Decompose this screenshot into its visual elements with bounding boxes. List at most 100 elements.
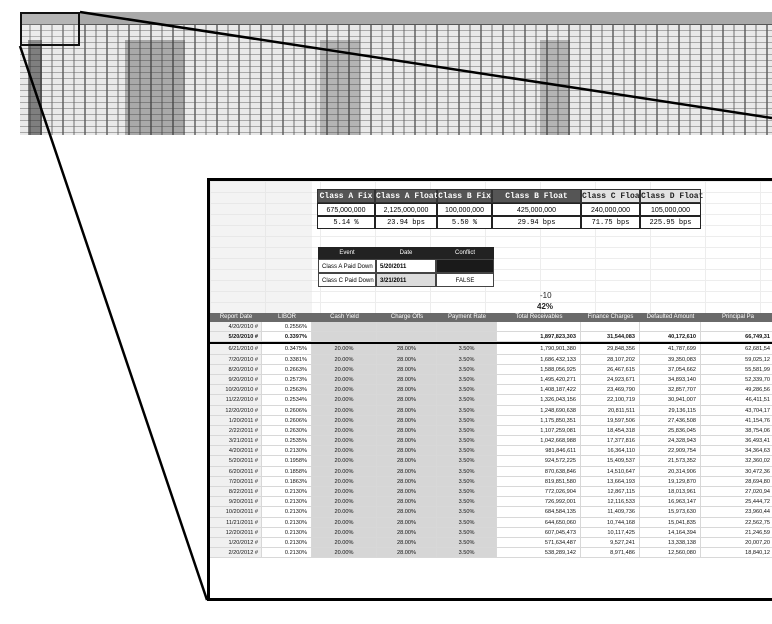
table-cell[interactable]: 0.1858% bbox=[262, 466, 312, 477]
table-cell[interactable]: 30,941,007 bbox=[640, 395, 701, 406]
table-cell[interactable]: 22,100,719 bbox=[581, 395, 640, 406]
table-cell[interactable]: 28.00% bbox=[377, 548, 437, 559]
table-cell[interactable]: 8,971,486 bbox=[581, 548, 640, 559]
table-cell[interactable]: 2/22/2011 # bbox=[210, 425, 262, 437]
table-cell[interactable]: 1,897,823,303 bbox=[497, 332, 581, 343]
table-cell[interactable]: 36,493,41 bbox=[701, 436, 772, 447]
table-cell[interactable]: 41,787,699 bbox=[640, 344, 701, 355]
table-cell[interactable]: 6/21/2010 # bbox=[210, 344, 262, 355]
table-cell[interactable]: 3.50% bbox=[437, 385, 497, 396]
table-cell[interactable]: 27,436,508 bbox=[640, 415, 701, 426]
table-cell[interactable]: 28.00% bbox=[377, 354, 437, 365]
table-cell[interactable] bbox=[437, 332, 497, 343]
table-cell[interactable]: 3.50% bbox=[437, 487, 497, 498]
table-cell[interactable]: 15,041,835 bbox=[640, 517, 701, 528]
table-cell[interactable]: 1,248,690,638 bbox=[497, 405, 581, 416]
table-cell[interactable]: 3.50% bbox=[437, 425, 497, 437]
table-cell[interactable]: 5/20/2010 # bbox=[210, 332, 262, 343]
table-cell[interactable]: 24,328,943 bbox=[640, 436, 701, 447]
table-cell[interactable]: 9/20/2011 # bbox=[210, 497, 262, 508]
table-cell[interactable]: 62,681,54 bbox=[701, 344, 772, 355]
table-cell[interactable]: 3.50% bbox=[437, 364, 497, 375]
table-cell[interactable]: 20.00% bbox=[312, 517, 377, 528]
table-cell[interactable]: 24,923,671 bbox=[581, 374, 640, 386]
table-cell[interactable]: 14,164,394 bbox=[640, 527, 701, 538]
table-cell[interactable]: 11/22/2010 # bbox=[210, 395, 262, 406]
table-cell[interactable]: 18,454,318 bbox=[581, 425, 640, 437]
table-cell[interactable]: 28.00% bbox=[377, 476, 437, 487]
table-cell[interactable]: 12/20/2010 # bbox=[210, 405, 262, 416]
table-cell[interactable]: 16,963,147 bbox=[640, 497, 701, 508]
table-cell[interactable] bbox=[640, 322, 701, 333]
table-cell[interactable]: 28,107,202 bbox=[581, 354, 640, 365]
table-cell[interactable]: 20.00% bbox=[312, 446, 377, 457]
table-cell[interactable]: 34,364,63 bbox=[701, 446, 772, 457]
table-cell[interactable]: 59,025,12 bbox=[701, 355, 772, 365]
table-cell[interactable]: 28.00% bbox=[377, 395, 437, 406]
table-cell[interactable]: 28.00% bbox=[377, 405, 437, 416]
table-cell[interactable]: 40,172,610 bbox=[640, 332, 701, 343]
table-cell[interactable]: 3.50% bbox=[437, 497, 497, 508]
table-cell[interactable]: 0.2534% bbox=[262, 395, 312, 406]
table-cell[interactable]: 46,411,51 bbox=[701, 395, 772, 406]
table-cell[interactable]: 20.00% bbox=[312, 354, 377, 365]
table-cell[interactable]: 39,350,083 bbox=[640, 354, 701, 365]
table-cell[interactable]: 41,154,76 bbox=[701, 416, 772, 426]
table-cell[interactable]: 34,893,140 bbox=[640, 374, 701, 386]
table-cell[interactable]: 4/20/2010 # bbox=[210, 322, 262, 333]
table-cell[interactable]: 28.00% bbox=[377, 527, 437, 538]
table-cell[interactable]: 0.2630% bbox=[262, 425, 312, 437]
table-cell[interactable]: 20.00% bbox=[312, 537, 377, 549]
table-cell[interactable]: 9,527,241 bbox=[581, 537, 640, 549]
table-cell[interactable]: 0.3381% bbox=[262, 354, 312, 365]
table-cell[interactable] bbox=[312, 332, 377, 343]
table-cell[interactable] bbox=[377, 332, 437, 343]
table-cell[interactable]: 607,045,473 bbox=[497, 527, 581, 538]
table-cell[interactable]: 18,013,961 bbox=[640, 487, 701, 498]
table-cell[interactable]: 32,360,02 bbox=[701, 456, 772, 467]
table-cell[interactable]: 16,364,110 bbox=[581, 446, 640, 457]
table-cell[interactable]: 25,444,72 bbox=[701, 497, 772, 508]
table-cell[interactable]: 20.00% bbox=[312, 425, 377, 437]
table-cell[interactable]: 10/20/2010 # bbox=[210, 385, 262, 396]
table-cell[interactable]: 0.2663% bbox=[262, 364, 312, 375]
table-cell[interactable]: 28.00% bbox=[377, 364, 437, 375]
table-cell[interactable]: 30,472,36 bbox=[701, 467, 772, 477]
table-cell[interactable]: 28.00% bbox=[377, 507, 437, 518]
table-cell[interactable]: 0.3397% bbox=[262, 332, 312, 343]
table-cell[interactable]: 15,409,537 bbox=[581, 456, 640, 467]
table-cell[interactable]: 20.00% bbox=[312, 456, 377, 467]
table-cell[interactable]: 10/20/2011 # bbox=[210, 507, 262, 518]
table-cell[interactable]: 0.2563% bbox=[262, 385, 312, 396]
table-cell[interactable] bbox=[497, 322, 581, 333]
table-cell[interactable]: 28.00% bbox=[377, 344, 437, 355]
table-cell[interactable]: 0.2130% bbox=[262, 548, 312, 559]
table-cell[interactable]: 12,867,115 bbox=[581, 487, 640, 498]
table-cell[interactable]: 20,314,906 bbox=[640, 466, 701, 477]
table-cell[interactable]: 3.50% bbox=[437, 466, 497, 477]
table-cell[interactable]: 3.50% bbox=[437, 456, 497, 467]
table-cell[interactable]: 28.00% bbox=[377, 497, 437, 508]
table-cell[interactable]: 20.00% bbox=[312, 497, 377, 508]
table-cell[interactable]: 3.50% bbox=[437, 446, 497, 457]
table-cell[interactable] bbox=[437, 322, 497, 333]
table-cell[interactable]: 772,026,904 bbox=[497, 487, 581, 498]
table-cell[interactable]: 538,289,142 bbox=[497, 548, 581, 559]
table-cell[interactable]: 28.00% bbox=[377, 385, 437, 396]
table-cell[interactable]: 20.00% bbox=[312, 415, 377, 426]
table-cell[interactable]: 18,840,12 bbox=[701, 548, 772, 559]
table-cell[interactable]: 26,467,615 bbox=[581, 364, 640, 375]
table-cell[interactable]: 66,749,31 bbox=[701, 332, 772, 343]
table-cell[interactable]: 1/20/2011 # bbox=[210, 415, 262, 426]
table-cell[interactable]: 1,495,420,271 bbox=[497, 374, 581, 386]
table-cell[interactable]: 13,338,138 bbox=[640, 537, 701, 549]
table-cell[interactable]: 0.2606% bbox=[262, 405, 312, 416]
table-cell[interactable]: 0.2130% bbox=[262, 507, 312, 518]
table-cell[interactable]: 6/20/2011 # bbox=[210, 466, 262, 477]
table-cell[interactable]: 20.00% bbox=[312, 466, 377, 477]
table-cell[interactable]: 7/20/2010 # bbox=[210, 354, 262, 365]
table-cell[interactable]: 0.2606% bbox=[262, 415, 312, 426]
table-cell[interactable]: 3.50% bbox=[437, 415, 497, 426]
table-cell[interactable]: 38,754,06 bbox=[701, 426, 772, 437]
table-cell[interactable]: 23,960,44 bbox=[701, 507, 772, 518]
